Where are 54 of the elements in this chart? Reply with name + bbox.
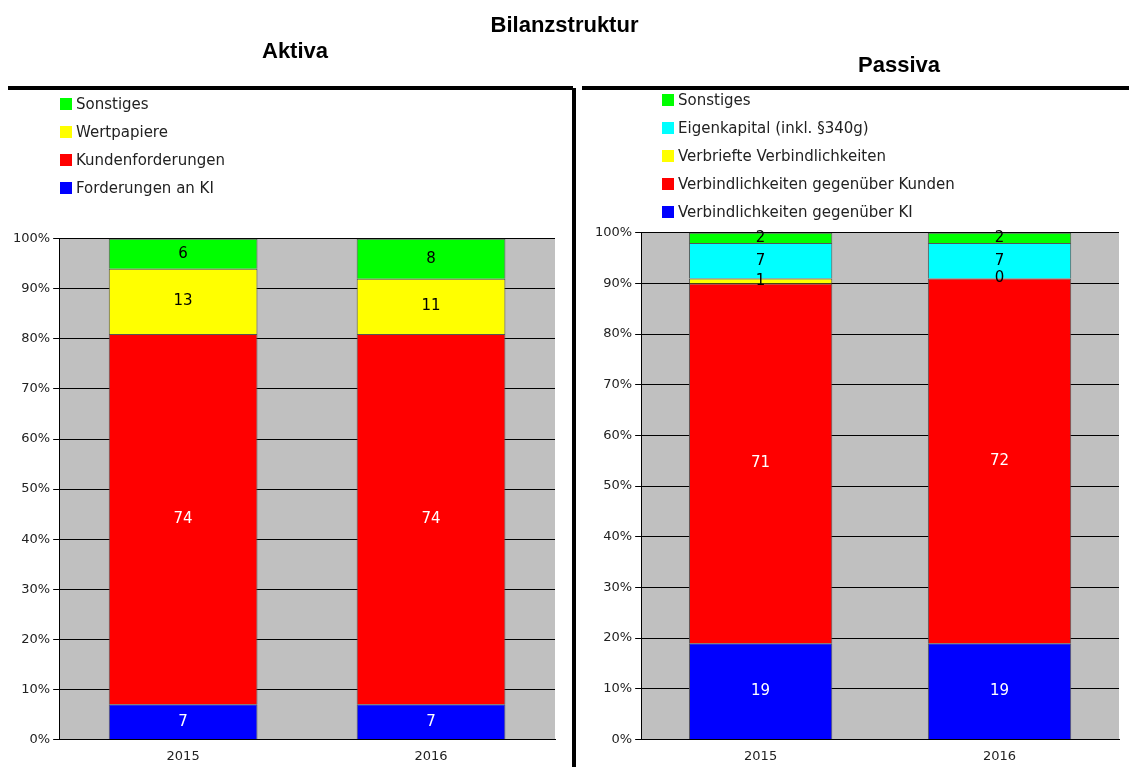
chart-title: Aktiva xyxy=(262,38,329,64)
data-label: 6 xyxy=(178,243,188,262)
y-tick-label: 10% xyxy=(603,680,633,696)
data-label: 74 xyxy=(173,509,193,528)
y-tick-label: 20% xyxy=(603,629,633,645)
legend-label: Sonstiges xyxy=(677,90,752,111)
data-label: 71 xyxy=(751,453,771,472)
y-tick-label: 30% xyxy=(21,580,51,596)
y-tick-label: 10% xyxy=(21,680,51,696)
legend-label: Wertpapiere xyxy=(75,122,169,143)
y-tick-label: 60% xyxy=(603,426,633,442)
data-label: 13 xyxy=(173,291,193,310)
data-label: 8 xyxy=(426,248,436,267)
y-tick-label: 30% xyxy=(603,578,633,594)
y-tick-label: 50% xyxy=(21,480,51,496)
text: Bilanzstruktur xyxy=(489,12,640,38)
data-label: 7 xyxy=(994,250,1005,269)
legend-label: Eigenkapital (inkl. §340g) xyxy=(677,118,870,139)
data-label: 7 xyxy=(426,711,436,730)
x-tick-label: 2015 xyxy=(166,747,200,763)
y-tick-label: 0% xyxy=(611,730,633,746)
y-tick-label: 80% xyxy=(21,330,51,346)
y-tick-label: 40% xyxy=(603,528,633,544)
y-tick-label: 80% xyxy=(603,325,633,341)
x-tick-label: 2016 xyxy=(414,747,448,763)
legend-label: Sonstiges xyxy=(75,94,150,115)
legend-label: Verbindlichkeiten gegenüber KI xyxy=(677,202,914,223)
legend-label: Verbindlichkeiten gegenüber Kunden xyxy=(677,174,955,195)
legend-label: Kundenforderungen xyxy=(75,150,225,171)
y-tick-label: 70% xyxy=(21,380,51,396)
x-tick-label: 2015 xyxy=(744,747,778,763)
x-tick-label: 2016 xyxy=(982,747,1017,763)
y-tick-label: 70% xyxy=(603,376,633,392)
y-tick-label: 50% xyxy=(603,477,633,493)
y-tick-label: 90% xyxy=(603,274,633,290)
y-tick-label: 0% xyxy=(29,730,51,746)
legend-label: Verbriefte Verbindlichkeiten xyxy=(677,146,887,167)
data-label: 19 xyxy=(989,680,1010,699)
data-label: 2 xyxy=(994,227,1005,246)
y-tick-label: 40% xyxy=(21,530,51,546)
data-label: 72 xyxy=(989,450,1010,469)
legend-label: Forderungen an KI xyxy=(75,178,215,199)
data-label: 7 xyxy=(178,711,188,730)
y-tick-label: 90% xyxy=(21,280,51,296)
chart-title: Passiva xyxy=(858,52,940,78)
y-tick-label: 100% xyxy=(594,224,633,240)
data-label: 11 xyxy=(421,296,441,315)
data-label: 7 xyxy=(755,250,766,269)
y-tick-label: 60% xyxy=(21,430,51,446)
data-label: 2 xyxy=(755,227,766,246)
data-label: 74 xyxy=(421,509,441,528)
y-tick-label: 20% xyxy=(21,630,51,646)
data-label: 19 xyxy=(751,680,771,699)
y-tick-label: 100% xyxy=(12,230,51,246)
